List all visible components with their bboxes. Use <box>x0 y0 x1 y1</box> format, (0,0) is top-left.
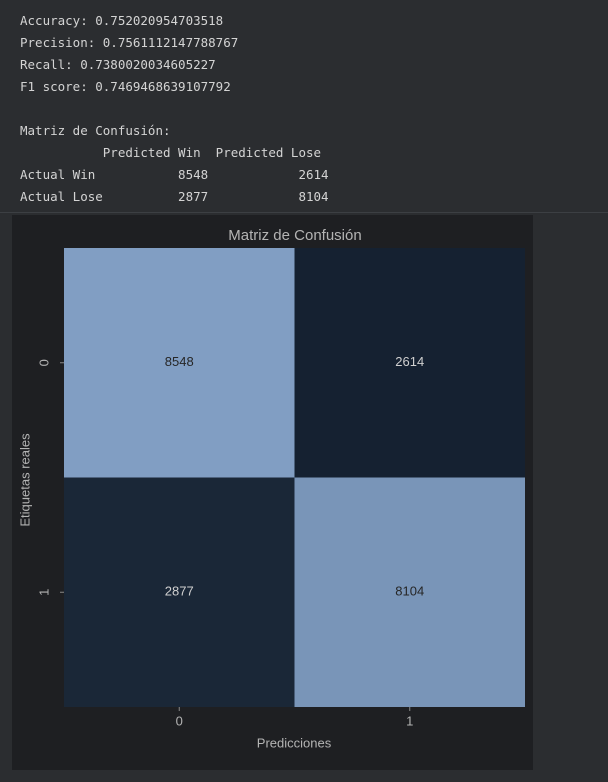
y-tick-label: 1 <box>36 589 51 596</box>
x-tick-label: 0 <box>176 713 183 728</box>
console-line: Precision: 0.7561112147788767 <box>20 35 239 50</box>
chart-title: Matriz de Confusión <box>228 227 361 244</box>
heatmap-cell <box>64 248 295 478</box>
y-tick-label: 0 <box>36 359 51 366</box>
console-line: Actual Lose 2877 8104 <box>20 189 329 204</box>
heatmap-cell <box>294 477 525 707</box>
x-axis-label: Predicciones <box>257 735 332 750</box>
console-line: Actual Win 8548 2614 <box>20 167 329 182</box>
console-line: F1 score: 0.7469468639107792 <box>20 79 231 94</box>
console-line: Accuracy: 0.752020954703518 <box>20 13 224 28</box>
y-axis-label: Etiquetas reales <box>17 433 32 527</box>
cell-label: 8548 <box>165 354 194 369</box>
cell-label: 2877 <box>165 584 194 599</box>
heatmap-cell <box>294 248 525 478</box>
heatmap-cell <box>64 477 295 707</box>
console-line: Recall: 0.7380020034605227 <box>20 57 216 72</box>
console-output: Accuracy: 0.752020954703518 Precision: 0.… <box>20 10 329 208</box>
cell-label: 8104 <box>395 584 424 599</box>
separator <box>0 212 608 213</box>
console-line: Matriz de Confusión: <box>20 123 171 138</box>
cell-label: 2614 <box>395 354 424 369</box>
x-tick-label: 1 <box>406 713 413 728</box>
console-line: Predicted Win Predicted Lose <box>20 145 322 160</box>
